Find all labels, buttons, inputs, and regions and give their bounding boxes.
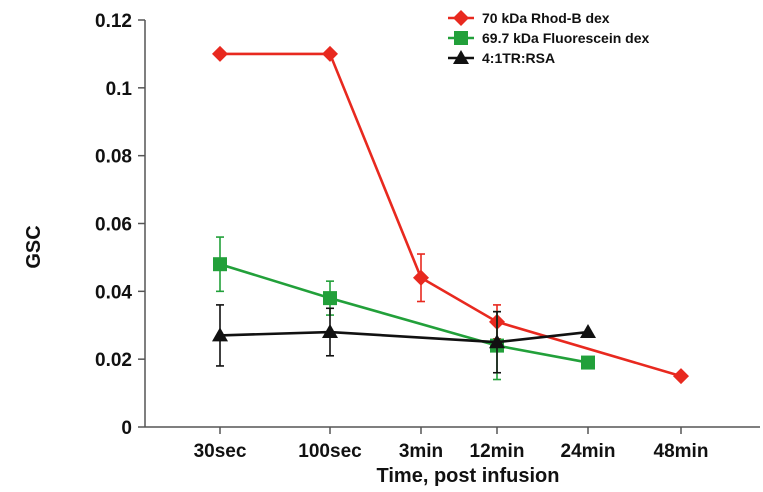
x-tick-label: 3min xyxy=(399,441,443,462)
y-tick-label: 0 xyxy=(121,418,132,439)
legend-marker xyxy=(453,50,469,64)
y-tick-label: 0.02 xyxy=(95,350,132,371)
legend-label: 69.7 kDa Fluorescein dex xyxy=(482,30,650,46)
series-line xyxy=(220,52,682,378)
y-axis-label: GSC xyxy=(23,225,45,268)
legend-marker xyxy=(454,31,468,45)
series-69-7-kda-fluorescein-dex xyxy=(213,236,595,381)
series-4-1tr-rsa xyxy=(212,304,596,374)
x-tick-label: 100sec xyxy=(298,441,362,462)
series-70-kda-rhod-b-dex xyxy=(212,45,689,385)
y-tick-label: 0.1 xyxy=(106,79,133,100)
y-tick-label: 0.04 xyxy=(95,282,132,303)
data-point xyxy=(323,291,337,306)
data-point xyxy=(322,324,338,339)
x-tick-label: 12min xyxy=(470,441,525,462)
legend-label: 4:1TR:RSA xyxy=(482,50,555,66)
data-point xyxy=(580,324,596,339)
data-point xyxy=(212,327,228,342)
y-tick-label: 0.06 xyxy=(95,215,132,236)
x-axis-label: Time, post infusion xyxy=(377,465,560,487)
data-point xyxy=(489,334,505,349)
legend-marker xyxy=(453,10,469,26)
data-point xyxy=(212,45,228,62)
data-point xyxy=(213,257,227,272)
data-point xyxy=(413,269,429,286)
data-point xyxy=(581,355,595,370)
axes: 0 0.02 0.04 0.06 0.08 0.1 0.12 30sec 100sec 3min 1… xyxy=(95,11,760,462)
legend-label: 70 kDa Rhod-B dex xyxy=(482,10,610,26)
series-line xyxy=(219,330,589,344)
y-tick-label: 0.08 xyxy=(95,147,132,168)
y-tick-label: 0.12 xyxy=(95,11,132,32)
x-tick-label: 30sec xyxy=(194,441,247,462)
x-tick-label: 24min xyxy=(561,441,616,462)
series-layer xyxy=(212,45,689,385)
data-point xyxy=(673,368,689,385)
data-point xyxy=(322,45,338,62)
series-line xyxy=(219,262,589,364)
x-tick-label: 48min xyxy=(654,441,709,462)
legend: 70 kDa Rhod-B dex 69.7 kDa Fluorescein de… xyxy=(448,10,650,66)
